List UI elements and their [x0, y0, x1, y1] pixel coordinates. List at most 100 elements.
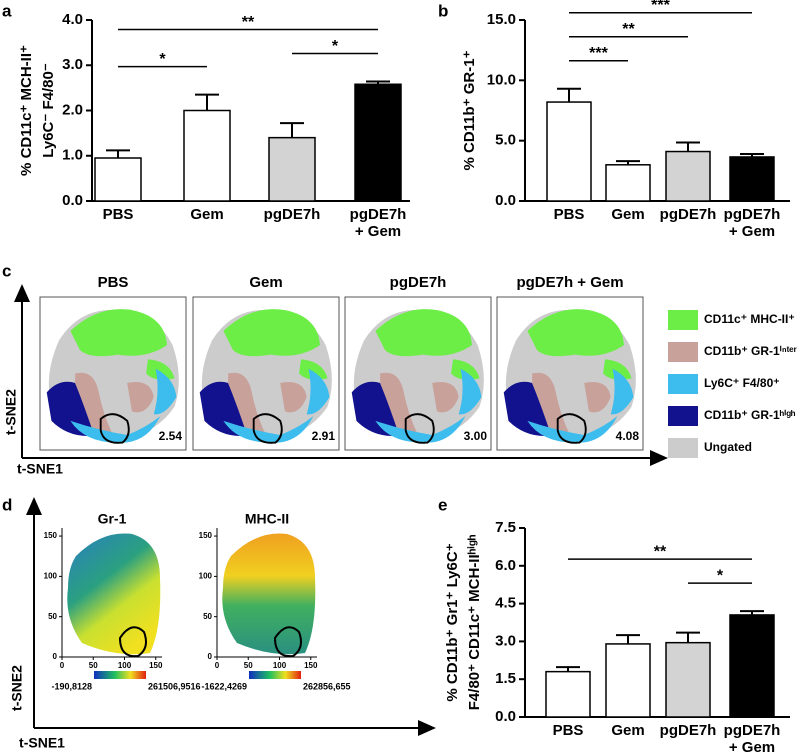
bar — [546, 101, 592, 202]
x-tick-label: Gem — [190, 206, 224, 223]
bar — [729, 156, 775, 202]
legend-label: CD11b⁺ GR-1ⁱⁿᵗᵉʳ — [704, 344, 797, 358]
y-tick-label: 0.0 — [62, 192, 83, 209]
x-tick-label: 0 — [215, 661, 220, 670]
x-tick-label: pgDE7h + Gem — [723, 722, 781, 754]
y-axis-label: F4/80⁺ CD11c⁺ MCH-IIʰⁱᵍʰ — [466, 534, 483, 710]
panel-letter: e — [438, 495, 447, 514]
x-tick-label: PBS — [552, 722, 584, 739]
heatmap-title: Gr-1 — [98, 511, 127, 527]
x-tick-label-box: PBS — [553, 206, 585, 223]
x-tick-label-box: pgDE7h — [263, 206, 321, 223]
significance-label: ** — [242, 14, 255, 31]
y-tick-label: 15.0 — [487, 11, 516, 28]
x-tick-label: 150 — [304, 661, 318, 670]
heatmap-title: MHC-II — [245, 511, 289, 527]
significance-label: * — [332, 38, 339, 55]
tsne-title: PBS — [98, 274, 129, 291]
y-tick-label: 1.0 — [62, 147, 83, 164]
bar — [183, 109, 231, 202]
x-tick-label-box: Gem — [611, 722, 645, 739]
y-tick-label: 10.0 — [487, 71, 516, 88]
legend-label: CD11b⁺ GR-1ʰⁱᵍʰ — [704, 408, 796, 422]
significance-label: ** — [654, 543, 667, 560]
x-tick-label-box: pgDE7h + Gem — [723, 722, 781, 754]
bar — [605, 643, 651, 718]
y-axis-label: % CD11b⁺ GR-1⁺ — [461, 50, 478, 170]
x-tick-label: 50 — [244, 661, 253, 670]
panel-letter: b — [438, 1, 448, 20]
axis-label: t-SNE1 — [19, 735, 65, 751]
x-tick-label-box: pgDE7h + Gem — [723, 206, 781, 240]
x-tick-label: 50 — [89, 661, 98, 670]
x-tick-label-box: pgDE7h — [659, 206, 717, 223]
bar — [665, 150, 711, 202]
x-tick-label: pgDE7h — [659, 722, 717, 739]
y-tick-label: 150 — [44, 531, 58, 540]
panel-letter: d — [2, 495, 12, 514]
gate-label: 2.91 — [312, 429, 336, 443]
significance-label: ** — [622, 21, 635, 38]
tsne-title: Gem — [249, 274, 282, 291]
legend-swatch — [668, 406, 698, 426]
bar — [268, 136, 316, 202]
x-tick-label: pgDE7h + Gem — [723, 206, 781, 240]
y-tick-label: 5.0 — [495, 132, 516, 149]
x-tick-label-box: PBS — [552, 722, 584, 739]
bar — [729, 614, 775, 718]
legend-swatch — [668, 310, 698, 330]
legend-swatch — [668, 342, 698, 362]
gate — [273, 626, 302, 658]
bar — [605, 164, 651, 202]
panel-letter: c — [2, 261, 11, 280]
x-tick-label: PBS — [553, 206, 585, 223]
y-axis-label: Ly6C⁻ F4/80⁻ — [40, 63, 57, 158]
axis-label: t-SNE2 — [9, 665, 25, 711]
y-tick-label: 150 — [199, 531, 213, 540]
y-axis-label: % CD11c⁺ MCH-II⁺ — [18, 45, 35, 176]
y-tick-label: 50 — [203, 612, 212, 621]
y-tick-label: 0.0 — [495, 192, 516, 209]
y-tick-label: 100 — [44, 571, 58, 580]
y-tick-label: 0 — [208, 652, 213, 661]
x-tick-label: pgDE7h — [263, 206, 321, 223]
tsne-title: pgDE7h + Gem — [516, 274, 623, 291]
bar — [94, 157, 142, 202]
x-tick-label: 100 — [118, 661, 132, 670]
y-tick-label: 1.5 — [495, 670, 516, 687]
colorbar — [249, 671, 301, 679]
colorbar-label: 261506,9516 — [148, 681, 201, 691]
x-tick-label-box: PBS — [102, 206, 134, 223]
significance-label: * — [717, 567, 724, 584]
tsne-heatmap — [67, 533, 161, 655]
bar — [665, 641, 711, 718]
colorbar-label: 262856,655 — [303, 681, 351, 691]
x-tick-label-box: pgDE7h + Gem — [349, 206, 407, 240]
y-axis-label: % CD11b⁺ Gr1⁺ Ly6C⁺ — [444, 543, 461, 701]
gate-label: 2.54 — [159, 429, 183, 443]
bar — [354, 83, 402, 202]
y-tick-label: 4.5 — [495, 595, 516, 612]
legend-swatch — [668, 438, 698, 458]
x-tick-label: 0 — [60, 661, 65, 670]
x-tick-label: 150 — [149, 661, 163, 670]
axis-label: t-SNE1 — [17, 461, 63, 477]
x-tick-label-box: Gem — [190, 206, 224, 223]
legend-swatch — [668, 374, 698, 394]
x-tick-label: PBS — [102, 206, 134, 223]
x-tick-label: Gem — [611, 722, 645, 739]
colorbar — [94, 671, 146, 679]
x-tick-label: pgDE7h — [659, 206, 717, 223]
gate — [118, 626, 147, 658]
y-tick-label: 2.0 — [62, 101, 83, 118]
gate-label: 4.08 — [616, 429, 640, 443]
y-tick-label: 3.0 — [62, 56, 83, 73]
tsne-heatmap — [222, 533, 316, 655]
gate-label: 3.00 — [464, 429, 488, 443]
y-tick-label: 7.5 — [495, 519, 516, 536]
x-tick-label-box: Gem — [611, 206, 644, 223]
x-tick-label: pgDE7h + Gem — [349, 206, 407, 240]
y-tick-label: 4.0 — [62, 11, 83, 28]
tsne-title: pgDE7h — [390, 274, 447, 291]
